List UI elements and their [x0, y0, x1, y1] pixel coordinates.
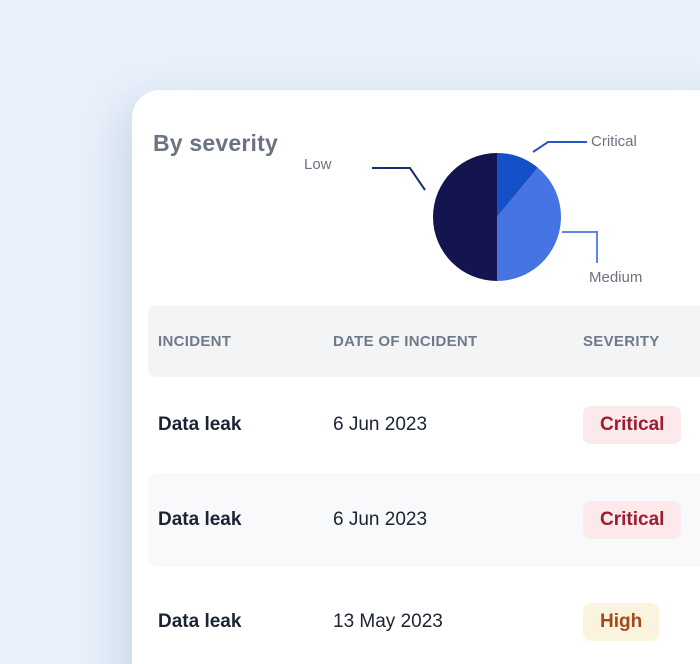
pie-label-low: Low: [304, 156, 332, 173]
severity-chart-section: By severity Low Critical Medium: [132, 90, 700, 306]
pie-svg: [433, 153, 561, 281]
incident-cell: Data leak: [158, 509, 242, 530]
callout-line-critical: [532, 141, 587, 153]
severity-cell: Critical: [573, 405, 700, 445]
severity-cell: Critical: [573, 500, 700, 540]
pie-label-medium: Medium: [589, 269, 643, 286]
table-row[interactable]: Data leak 6 Jun 2023 Critical: [148, 377, 700, 473]
column-header-date: DATE OF INCIDENT: [333, 333, 478, 350]
pie-slice-low[interactable]: [433, 153, 497, 281]
pie-callout-lines: [372, 141, 598, 263]
table-row[interactable]: Data leak 6 Jun 2023 Critical: [148, 473, 700, 567]
column-header-severity: SEVERITY: [583, 333, 660, 350]
severity-badge: High: [583, 602, 660, 642]
date-cell: 6 Jun 2023: [333, 414, 428, 435]
incident-cell: Data leak: [158, 611, 242, 632]
date-cell: 6 Jun 2023: [333, 509, 428, 530]
severity-panel: By severity Low Critical Medium: [132, 90, 700, 664]
pie-label-critical: Critical: [591, 133, 637, 150]
table-header: INCIDENT DATE OF INCIDENT SEVERITY: [148, 306, 700, 377]
incident-cell: Data leak: [158, 414, 242, 435]
column-header-incident: INCIDENT: [158, 333, 232, 350]
callout-line-low: [372, 167, 426, 191]
severity-badge: Critical: [583, 405, 682, 445]
incidents-table: INCIDENT DATE OF INCIDENT SEVERITY Data …: [148, 306, 700, 664]
pie-slice-critical[interactable]: [497, 153, 538, 217]
callout-line-medium: [562, 231, 598, 263]
table-row[interactable]: Data leak 13 May 2023 High: [148, 567, 700, 664]
panel-title: By severity: [153, 130, 278, 156]
severity-cell: High: [573, 602, 700, 642]
severity-pie-chart: [433, 153, 561, 281]
pie-slice-medium[interactable]: [497, 167, 561, 281]
severity-badge: Critical: [583, 500, 682, 540]
date-cell: 13 May 2023: [333, 611, 443, 632]
